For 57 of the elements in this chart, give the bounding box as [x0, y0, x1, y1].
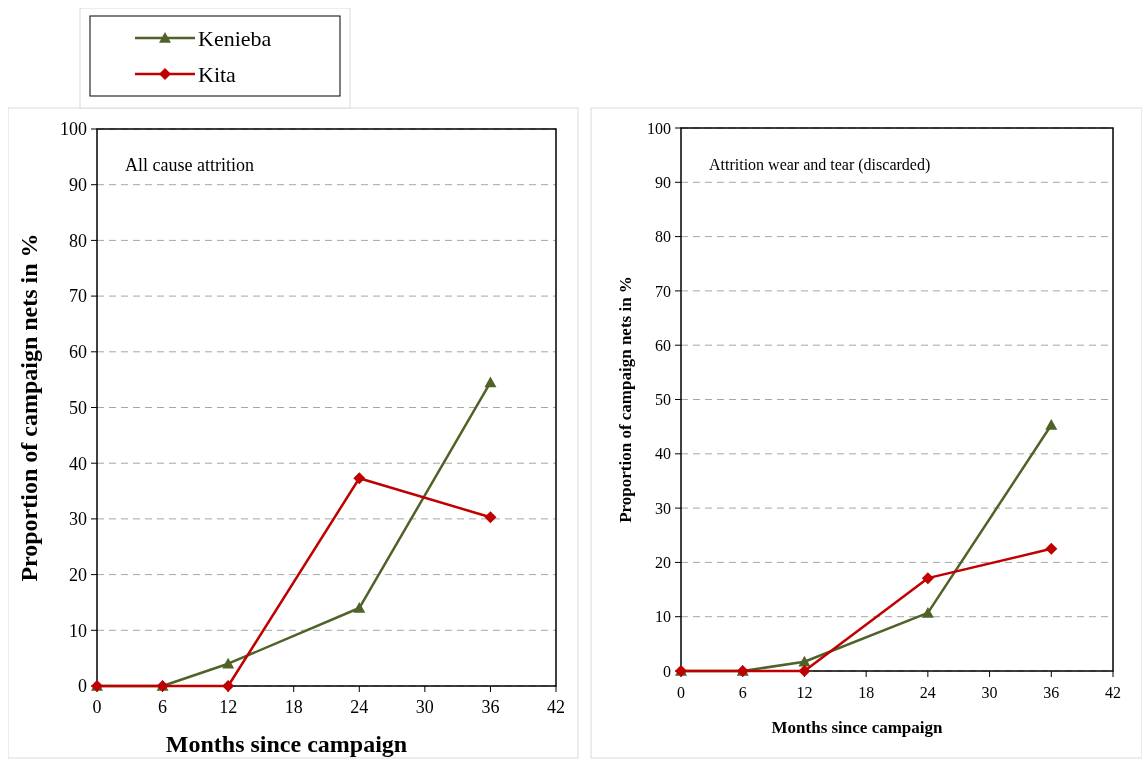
y-tick-label: 10 [655, 608, 671, 626]
y-tick-label: 60 [655, 336, 671, 354]
y-tick-label: 100 [647, 119, 671, 137]
y-tick-label: 0 [663, 662, 671, 680]
x-tick-label: 12 [796, 684, 813, 701]
x-tick-label: 42 [547, 697, 565, 717]
x-tick-label: 18 [284, 697, 303, 717]
point [353, 472, 366, 485]
y-tick-label: 40 [69, 453, 87, 474]
point [353, 602, 366, 613]
y-axis-title: Proportion of campaign nets in % [16, 233, 42, 582]
x-tick-label: 6 [738, 684, 747, 701]
x-tick-label: 30 [415, 697, 434, 717]
y-tick-label: 40 [655, 445, 671, 463]
y-tick-label: 50 [655, 391, 671, 409]
y-tick-label: 90 [655, 173, 671, 191]
point [1045, 419, 1058, 430]
x-tick-label: 36 [481, 697, 500, 717]
x-tick-label: 12 [219, 697, 238, 717]
point [798, 655, 811, 667]
y-tick-label: 90 [69, 175, 87, 195]
point [798, 665, 811, 677]
x-tick-label: 36 [1043, 684, 1060, 701]
legend-label: Kita [198, 61, 237, 87]
x-tick-label: 24 [919, 684, 936, 701]
y-tick-label: 100 [60, 119, 87, 140]
point [222, 657, 235, 669]
x-tick-label: 0 [92, 697, 102, 717]
x-tick-label: 18 [858, 684, 875, 701]
text: Attrition wear and tear (discarded) [709, 156, 931, 174]
y-tick-label: 60 [69, 342, 87, 363]
text: All cause attrition [125, 155, 254, 175]
y-tick-label: 30 [655, 499, 671, 517]
x-tick-label: 6 [158, 697, 168, 717]
x-axis-title: Months since campaign [165, 731, 408, 757]
point [921, 606, 934, 618]
point [484, 511, 497, 524]
x-tick-label: 30 [981, 684, 998, 701]
point [1045, 542, 1058, 555]
y-axis-title: Proportion of campaign nets in % [616, 276, 635, 523]
y-tick-label: 30 [69, 509, 87, 530]
y-tick-label: 50 [69, 397, 87, 418]
x-tick-label: 0 [677, 684, 685, 701]
point [484, 376, 497, 388]
y-tick-label: 80 [655, 228, 671, 246]
x-axis-title: Months since campaign [771, 718, 944, 737]
y-tick-label: 20 [69, 564, 87, 585]
y-tick-label: 70 [655, 282, 671, 300]
legend-label: Kenieba [198, 25, 272, 51]
y-tick-label: 80 [69, 230, 87, 251]
y-tick-label: 20 [655, 554, 671, 571]
y-tick-label: 70 [69, 286, 87, 307]
point [222, 680, 235, 692]
point [921, 572, 934, 585]
y-tick-label: 10 [69, 620, 87, 641]
x-tick-label: 42 [1105, 684, 1121, 701]
x-tick-label: 24 [350, 697, 369, 717]
